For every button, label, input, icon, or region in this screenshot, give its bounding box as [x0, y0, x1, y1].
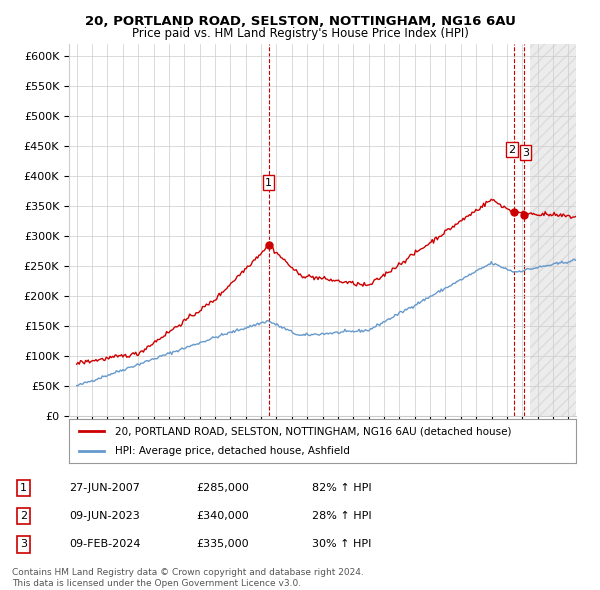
Text: 2: 2	[20, 511, 27, 521]
Text: 20, PORTLAND ROAD, SELSTON, NOTTINGHAM, NG16 6AU (detached house): 20, PORTLAND ROAD, SELSTON, NOTTINGHAM, …	[115, 427, 511, 436]
Bar	[530, 44, 576, 416]
Text: Price paid vs. HM Land Registry's House Price Index (HPI): Price paid vs. HM Land Registry's House …	[131, 27, 469, 40]
Text: 1: 1	[20, 483, 27, 493]
Text: 3: 3	[522, 148, 529, 158]
Text: 09-JUN-2023: 09-JUN-2023	[70, 511, 140, 521]
Text: £335,000: £335,000	[196, 539, 249, 549]
Text: 30% ↑ HPI: 30% ↑ HPI	[311, 539, 371, 549]
Text: 28% ↑ HPI: 28% ↑ HPI	[311, 511, 371, 521]
Text: £340,000: £340,000	[196, 511, 249, 521]
Text: Contains HM Land Registry data © Crown copyright and database right 2024.: Contains HM Land Registry data © Crown c…	[12, 568, 364, 576]
Text: 20, PORTLAND ROAD, SELSTON, NOTTINGHAM, NG16 6AU: 20, PORTLAND ROAD, SELSTON, NOTTINGHAM, …	[85, 15, 515, 28]
Text: 2: 2	[509, 145, 515, 155]
Text: This data is licensed under the Open Government Licence v3.0.: This data is licensed under the Open Gov…	[12, 579, 301, 588]
Text: HPI: Average price, detached house, Ashfield: HPI: Average price, detached house, Ashf…	[115, 446, 350, 455]
Text: £285,000: £285,000	[196, 483, 249, 493]
Text: 1: 1	[265, 178, 272, 188]
Text: 3: 3	[20, 539, 27, 549]
Text: 82% ↑ HPI: 82% ↑ HPI	[311, 483, 371, 493]
Text: 27-JUN-2007: 27-JUN-2007	[70, 483, 140, 493]
Text: 09-FEB-2024: 09-FEB-2024	[70, 539, 141, 549]
